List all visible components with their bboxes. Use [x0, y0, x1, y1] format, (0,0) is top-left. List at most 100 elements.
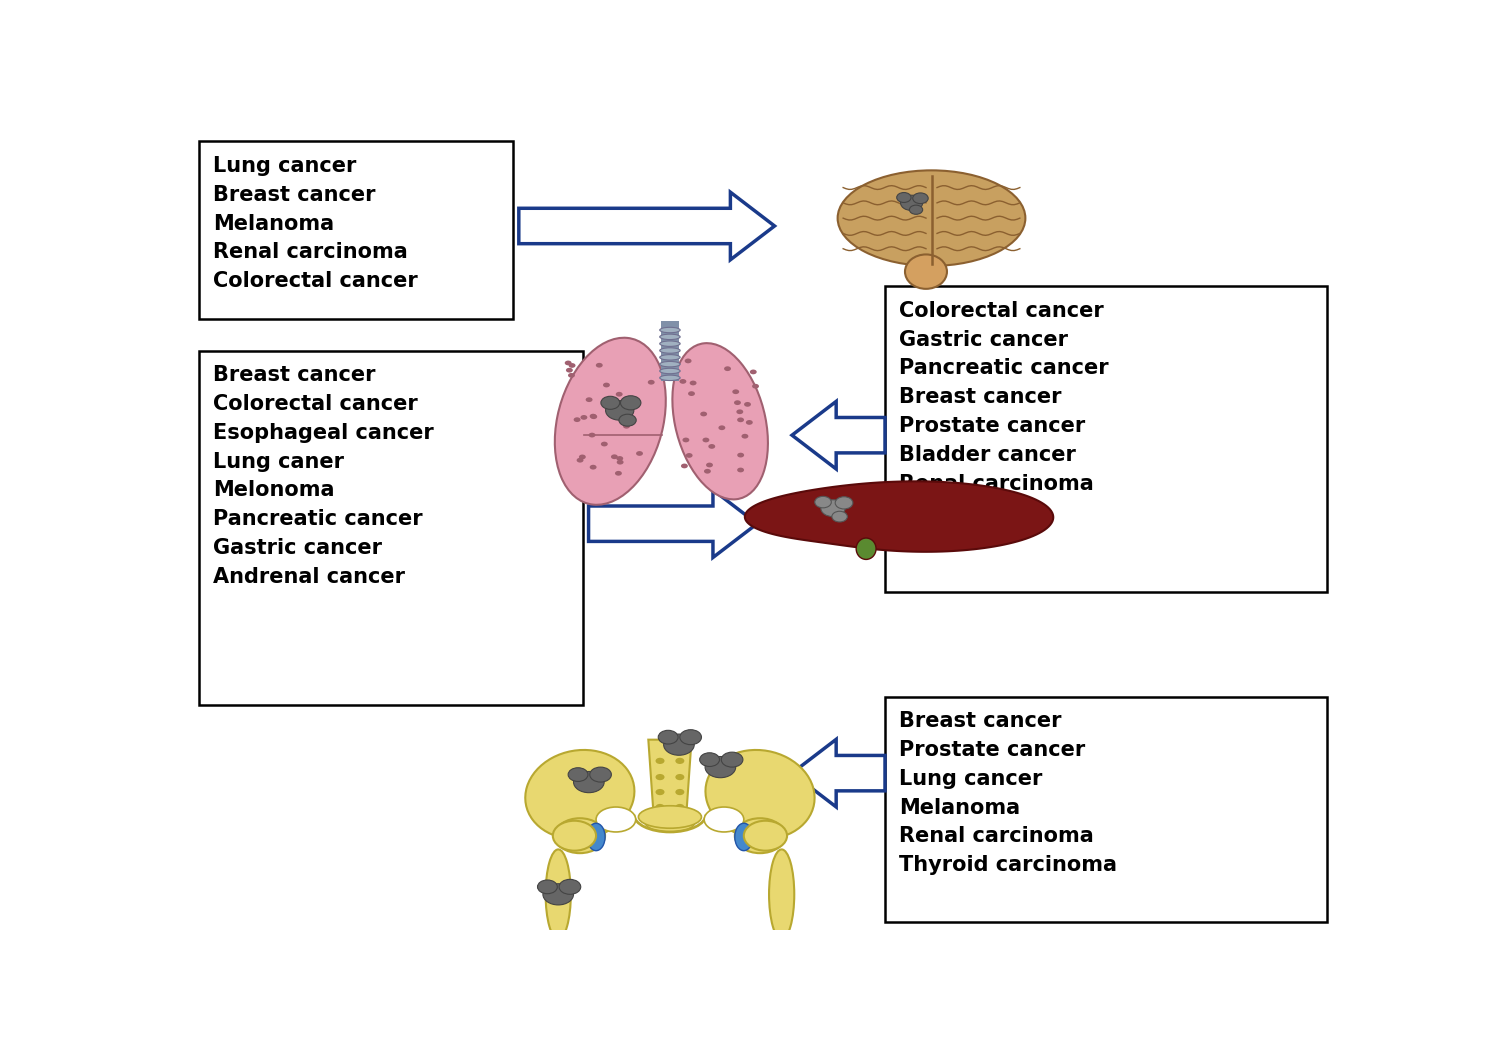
- Circle shape: [573, 417, 580, 422]
- Circle shape: [543, 884, 573, 905]
- Ellipse shape: [660, 341, 680, 346]
- Ellipse shape: [904, 254, 946, 288]
- Circle shape: [684, 358, 692, 364]
- Circle shape: [741, 434, 748, 439]
- Text: Lung cancer
Breast cancer
Melanoma
Renal carcinoma
Colorectal cancer: Lung cancer Breast cancer Melanoma Renal…: [213, 156, 418, 292]
- Ellipse shape: [586, 823, 604, 851]
- Circle shape: [736, 467, 744, 472]
- Circle shape: [912, 193, 928, 204]
- Ellipse shape: [735, 823, 753, 851]
- Circle shape: [610, 455, 618, 459]
- Circle shape: [675, 789, 684, 795]
- Polygon shape: [588, 490, 758, 557]
- Circle shape: [564, 361, 572, 366]
- Ellipse shape: [596, 807, 636, 832]
- Circle shape: [690, 380, 696, 386]
- Circle shape: [616, 456, 622, 461]
- Circle shape: [580, 415, 588, 420]
- Circle shape: [821, 500, 844, 516]
- Circle shape: [686, 454, 693, 458]
- Polygon shape: [792, 740, 885, 807]
- Ellipse shape: [555, 338, 666, 505]
- Circle shape: [602, 396, 619, 410]
- Ellipse shape: [837, 170, 1026, 265]
- FancyBboxPatch shape: [200, 141, 513, 319]
- Circle shape: [573, 771, 604, 793]
- Circle shape: [627, 404, 634, 410]
- Circle shape: [744, 402, 752, 407]
- Circle shape: [744, 820, 788, 851]
- Circle shape: [706, 463, 712, 467]
- Circle shape: [736, 410, 744, 414]
- Circle shape: [603, 382, 610, 388]
- Circle shape: [836, 496, 854, 509]
- Bar: [660, 321, 680, 381]
- Polygon shape: [519, 192, 774, 260]
- Circle shape: [568, 768, 588, 782]
- Circle shape: [554, 820, 596, 851]
- Circle shape: [615, 392, 622, 397]
- Ellipse shape: [660, 362, 680, 367]
- Circle shape: [680, 379, 687, 384]
- Circle shape: [705, 757, 735, 777]
- Ellipse shape: [639, 806, 702, 829]
- Circle shape: [658, 730, 678, 744]
- Circle shape: [736, 452, 744, 458]
- Circle shape: [750, 370, 756, 374]
- Circle shape: [602, 442, 608, 446]
- Circle shape: [735, 818, 786, 853]
- Circle shape: [675, 804, 684, 810]
- Circle shape: [700, 412, 706, 416]
- Circle shape: [606, 400, 634, 420]
- Text: Breast cancer
Prostate cancer
Lung cancer
Melanoma
Renal carcinoma
Thyroid carci: Breast cancer Prostate cancer Lung cance…: [898, 712, 1118, 875]
- Text: Breast cancer
Colorectal cancer
Esophageal cancer
Lung caner
Melonoma
Pancreatic: Breast cancer Colorectal cancer Esophage…: [213, 365, 434, 587]
- Circle shape: [746, 420, 753, 425]
- Ellipse shape: [525, 750, 634, 839]
- Polygon shape: [746, 482, 1053, 552]
- Circle shape: [656, 804, 664, 810]
- Ellipse shape: [705, 750, 815, 839]
- Ellipse shape: [660, 375, 680, 380]
- Circle shape: [537, 880, 558, 893]
- Circle shape: [590, 767, 612, 782]
- Polygon shape: [792, 401, 885, 469]
- Circle shape: [722, 752, 742, 767]
- Circle shape: [702, 438, 709, 442]
- Circle shape: [663, 734, 694, 756]
- FancyBboxPatch shape: [885, 697, 1326, 922]
- Circle shape: [752, 384, 759, 389]
- Circle shape: [566, 368, 573, 373]
- Circle shape: [621, 396, 640, 410]
- Circle shape: [622, 424, 630, 428]
- Circle shape: [682, 438, 690, 442]
- Ellipse shape: [660, 354, 680, 361]
- Circle shape: [897, 192, 910, 203]
- Ellipse shape: [660, 327, 680, 332]
- Circle shape: [900, 195, 922, 210]
- Circle shape: [909, 205, 922, 214]
- Circle shape: [590, 414, 597, 419]
- Ellipse shape: [645, 812, 694, 832]
- Ellipse shape: [856, 538, 876, 559]
- Circle shape: [588, 433, 596, 438]
- Circle shape: [585, 397, 592, 402]
- Ellipse shape: [660, 368, 680, 374]
- Circle shape: [680, 729, 702, 745]
- Circle shape: [699, 752, 720, 766]
- FancyBboxPatch shape: [885, 286, 1326, 593]
- Circle shape: [656, 758, 664, 764]
- Circle shape: [708, 444, 716, 448]
- Circle shape: [568, 363, 576, 368]
- Circle shape: [718, 425, 726, 431]
- Circle shape: [704, 469, 711, 473]
- Circle shape: [576, 458, 584, 463]
- Ellipse shape: [672, 343, 768, 500]
- Circle shape: [555, 818, 604, 853]
- Circle shape: [815, 496, 831, 508]
- Circle shape: [675, 758, 684, 764]
- Ellipse shape: [660, 334, 680, 340]
- Circle shape: [568, 373, 574, 377]
- Circle shape: [620, 414, 636, 426]
- Circle shape: [648, 379, 654, 385]
- Circle shape: [675, 774, 684, 781]
